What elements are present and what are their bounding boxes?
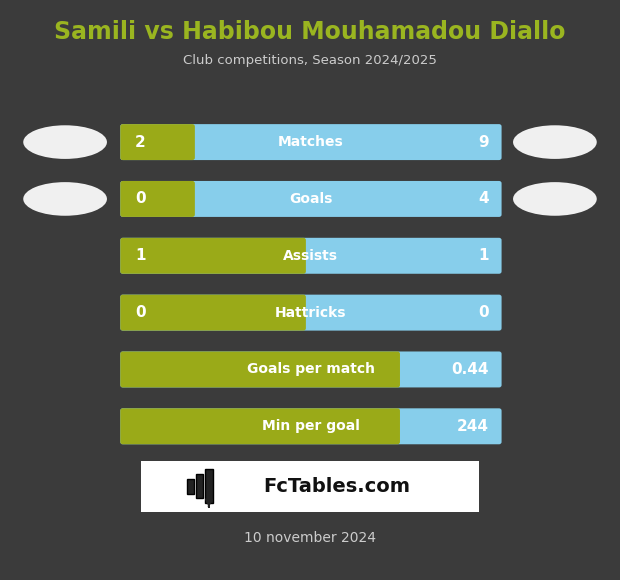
Text: 0: 0 <box>135 305 146 320</box>
FancyBboxPatch shape <box>296 240 304 271</box>
Text: 2: 2 <box>135 135 146 150</box>
FancyBboxPatch shape <box>185 126 193 158</box>
FancyBboxPatch shape <box>196 474 203 498</box>
Text: 0: 0 <box>135 191 146 206</box>
Text: Matches: Matches <box>278 135 344 149</box>
Text: 9: 9 <box>479 135 489 150</box>
FancyBboxPatch shape <box>120 295 502 331</box>
Ellipse shape <box>513 182 596 216</box>
FancyBboxPatch shape <box>120 238 306 274</box>
FancyBboxPatch shape <box>141 461 479 512</box>
Ellipse shape <box>23 182 107 216</box>
FancyBboxPatch shape <box>205 469 213 503</box>
FancyBboxPatch shape <box>390 354 398 385</box>
Ellipse shape <box>513 125 596 159</box>
FancyBboxPatch shape <box>390 411 398 442</box>
Text: 1: 1 <box>135 248 146 263</box>
Text: 4: 4 <box>479 191 489 206</box>
Ellipse shape <box>23 125 107 159</box>
FancyBboxPatch shape <box>120 238 502 274</box>
Text: Goals per match: Goals per match <box>247 362 375 376</box>
FancyBboxPatch shape <box>187 478 194 494</box>
Text: Goals: Goals <box>290 192 332 206</box>
FancyBboxPatch shape <box>120 181 502 217</box>
Text: Samili vs Habibou Mouhamadou Diallo: Samili vs Habibou Mouhamadou Diallo <box>55 20 565 44</box>
FancyBboxPatch shape <box>185 183 193 215</box>
Text: Club competitions, Season 2024/2025: Club competitions, Season 2024/2025 <box>183 55 437 67</box>
Text: 10 november 2024: 10 november 2024 <box>244 531 376 545</box>
Text: 0.44: 0.44 <box>452 362 489 377</box>
FancyBboxPatch shape <box>120 124 502 160</box>
Text: FcTables.com: FcTables.com <box>264 477 410 495</box>
FancyBboxPatch shape <box>120 408 400 444</box>
FancyBboxPatch shape <box>120 351 400 387</box>
FancyBboxPatch shape <box>120 351 502 387</box>
Text: 244: 244 <box>457 419 489 434</box>
Text: Hattricks: Hattricks <box>275 306 347 320</box>
Text: 1: 1 <box>479 248 489 263</box>
FancyBboxPatch shape <box>120 181 195 217</box>
FancyBboxPatch shape <box>120 408 502 444</box>
FancyBboxPatch shape <box>120 295 306 331</box>
FancyBboxPatch shape <box>120 124 195 160</box>
Text: Assists: Assists <box>283 249 339 263</box>
Text: Min per goal: Min per goal <box>262 419 360 433</box>
FancyBboxPatch shape <box>296 297 304 328</box>
Text: 0: 0 <box>479 305 489 320</box>
